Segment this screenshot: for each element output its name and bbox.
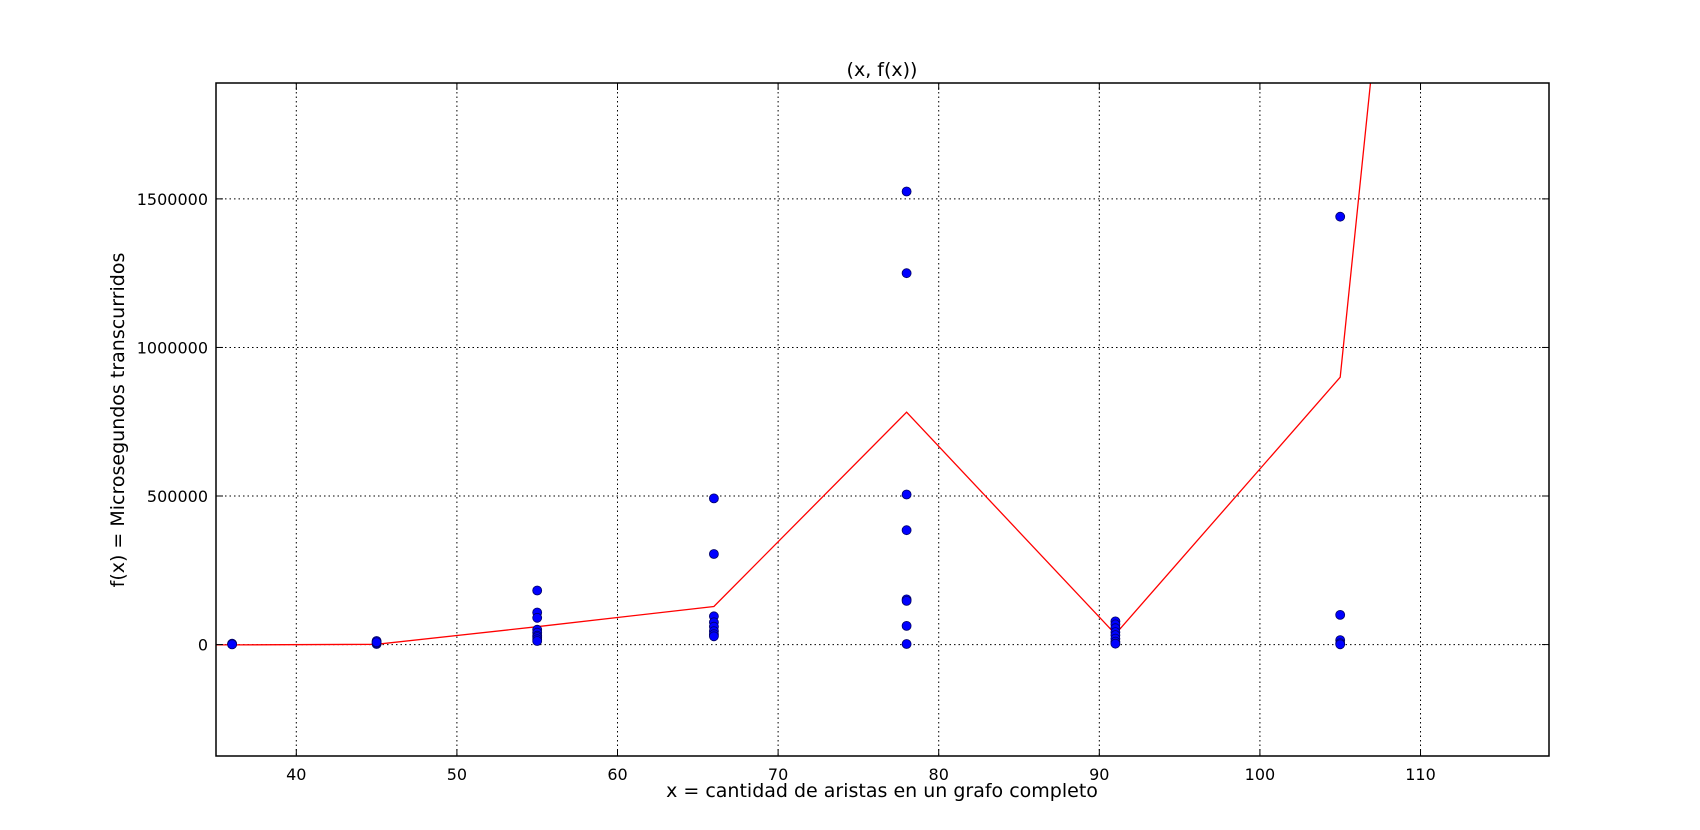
grid-lines <box>216 83 1549 756</box>
data-point <box>709 631 719 642</box>
y-tick-label: 1500000 <box>137 190 208 209</box>
data-point <box>1110 638 1121 649</box>
data-point <box>901 621 912 631</box>
data-point <box>532 585 543 596</box>
data-point <box>1335 639 1346 650</box>
data-point <box>901 489 912 500</box>
data-point <box>532 636 543 646</box>
x-tick-label: 40 <box>286 765 306 784</box>
trend-line <box>216 83 1372 646</box>
data-point <box>709 549 719 559</box>
x-axis-label: x = cantidad de aristas en un grafo comp… <box>666 780 1098 802</box>
y-tick-label: 500000 <box>147 487 208 506</box>
data-point <box>1335 610 1346 620</box>
plot-frame <box>215 82 1550 757</box>
y-tick-label: 1000000 <box>137 338 208 357</box>
data-point <box>901 268 912 279</box>
x-tick-label: 70 <box>768 765 788 784</box>
data-point <box>532 612 543 623</box>
x-tick-label: 50 <box>447 765 467 784</box>
trend-line-layer <box>216 83 1372 646</box>
data-point <box>901 186 912 197</box>
data-point <box>371 637 382 648</box>
y-axis-label: f(x) = Microsegundos transcurridos <box>107 253 129 588</box>
x-tick-label: 60 <box>607 765 627 784</box>
y-tick-label: 0 <box>198 636 208 655</box>
x-tick-label: 80 <box>929 765 949 784</box>
data-points-layer <box>227 186 1346 650</box>
x-tick-label: 90 <box>1089 765 1109 784</box>
data-point <box>1335 211 1346 222</box>
data-point <box>901 525 912 536</box>
data-point <box>709 493 719 504</box>
data-point <box>901 639 912 649</box>
chart-title: (x, f(x)) <box>847 59 918 81</box>
data-point <box>901 596 912 606</box>
axis-ticks: 40 50 60 70 80 90 100 110 0 500000 1000000 1500000 <box>137 83 1549 784</box>
data-point <box>227 639 238 650</box>
x-tick-label: 100 <box>1245 765 1276 784</box>
x-tick-label: 110 <box>1405 765 1436 784</box>
